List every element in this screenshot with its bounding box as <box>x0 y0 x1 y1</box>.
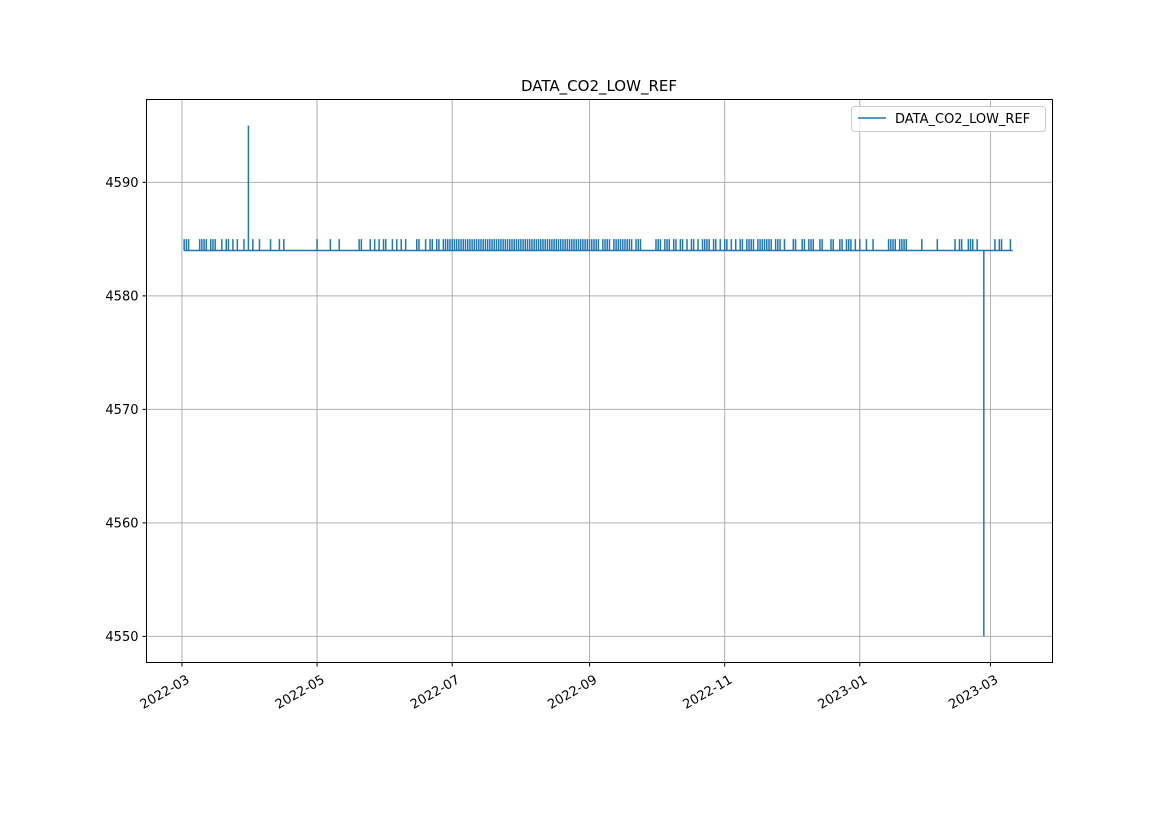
plot-frame <box>146 99 1053 663</box>
chart-title: DATA_CO2_LOW_REF <box>521 77 677 96</box>
y-tick-label: 4590 <box>105 176 138 191</box>
y-tick-label: 4580 <box>105 289 138 304</box>
y-tick-label: 4570 <box>105 403 138 418</box>
y-tick-label: 4560 <box>105 516 138 531</box>
y-axis: 4550 4560 4570 4580 4590 <box>105 176 147 645</box>
grid <box>146 99 1053 663</box>
y-tick-label: 4550 <box>105 630 138 645</box>
legend: DATA_CO2_LOW_REF <box>851 106 1046 132</box>
legend-box <box>851 106 1046 132</box>
legend-label-data-co2-low-ref: DATA_CO2_LOW_REF <box>895 112 1030 127</box>
series-layer <box>183 125 1013 637</box>
